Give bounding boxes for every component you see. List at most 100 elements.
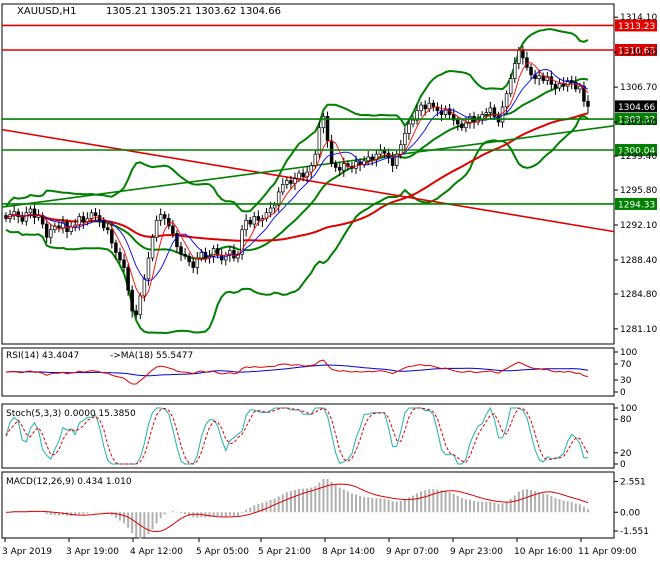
candle-body xyxy=(150,236,155,259)
price-y-tick-label: 1284.80 xyxy=(620,290,657,300)
candle-body xyxy=(28,208,33,214)
candle-body xyxy=(240,229,244,255)
x-tick-label: 9 Apr 07:00 xyxy=(386,547,439,557)
candle-body xyxy=(354,161,358,169)
candle-body xyxy=(342,163,346,171)
candle-body xyxy=(154,219,159,238)
candle-body xyxy=(101,219,106,229)
candle-body xyxy=(215,248,220,256)
candle-body xyxy=(24,212,29,222)
candle-body xyxy=(313,153,318,166)
candle-body xyxy=(325,116,330,142)
candle-body xyxy=(456,119,460,125)
x-tick-label: 9 Apr 23:00 xyxy=(450,547,503,557)
rsi-y-tick-label: 100 xyxy=(620,348,637,358)
price-y-tick-label: 1310.40 xyxy=(620,48,657,58)
macd-y-tick-label: 0.00 xyxy=(620,508,640,518)
rsi-signal-label: ->MA(18) 55.5477 xyxy=(110,351,193,361)
stoch-y-tick-label: 0 xyxy=(620,460,626,470)
candle-body xyxy=(61,221,65,229)
candle-body xyxy=(451,114,456,121)
candle-body xyxy=(32,208,37,218)
candle-body xyxy=(244,219,248,231)
candle-body xyxy=(167,218,171,227)
level-label: 1304.66 xyxy=(618,103,655,113)
candle-body xyxy=(419,104,423,112)
stoch-label: Stoch(5,3,3) 0.0000 15.3850 xyxy=(6,409,136,419)
candle-body xyxy=(504,93,509,108)
candle-body xyxy=(146,257,151,280)
candle-body xyxy=(44,223,49,238)
level-label-box xyxy=(615,113,657,126)
candle-body xyxy=(138,295,143,316)
candle-body xyxy=(16,211,20,217)
candle-body xyxy=(553,83,558,89)
candle-body xyxy=(390,157,395,166)
candle-body xyxy=(374,153,379,161)
stoch-y-tick-label: 20 xyxy=(620,449,632,459)
candle-body xyxy=(272,204,277,209)
level-label-box xyxy=(615,43,657,56)
candle-body xyxy=(403,133,407,146)
candle-body xyxy=(110,229,114,244)
candle-body xyxy=(281,184,285,193)
candle-body xyxy=(578,85,582,90)
candle-body xyxy=(183,253,187,257)
candle-body xyxy=(236,253,240,259)
panel-frame-rsi xyxy=(1,347,615,397)
panel-frame-price xyxy=(1,3,615,345)
candle-body xyxy=(582,85,586,102)
candle-body xyxy=(464,122,468,129)
candle-body xyxy=(289,180,293,184)
candle-body xyxy=(171,225,175,234)
candle-body xyxy=(529,66,533,76)
trendline-green xyxy=(1,125,615,208)
candle-body xyxy=(268,207,273,214)
candle-body xyxy=(488,107,493,113)
price-y-tick-label: 1303.00 xyxy=(620,118,657,128)
candle-body xyxy=(309,165,313,173)
candle-body xyxy=(321,116,326,129)
candle-body xyxy=(118,252,122,261)
price-y-tick-label: 1314.10 xyxy=(620,13,657,23)
candle-body xyxy=(297,172,301,180)
candle-body xyxy=(541,75,545,81)
x-tick-label: 3 Apr 2019 xyxy=(2,547,52,557)
candle-body xyxy=(69,226,73,232)
candle-body xyxy=(276,191,281,206)
rsi-label: RSI(14) 43.4047 xyxy=(6,351,79,361)
candle-body xyxy=(36,215,41,218)
candle-body xyxy=(134,310,138,316)
price-y-tick-label: 1295.80 xyxy=(620,186,657,196)
macd-y-tick-label: 2.551 xyxy=(620,477,646,487)
stoch-signal-line xyxy=(5,407,589,465)
x-tick-label: 5 Apr 21:00 xyxy=(258,547,311,557)
price-y-tick-label: 1292.10 xyxy=(620,221,657,231)
candle-body xyxy=(549,76,554,85)
candle-body xyxy=(525,57,529,68)
candle-body xyxy=(517,49,521,64)
candle-body xyxy=(20,216,25,222)
candle-body xyxy=(232,250,236,259)
candle-body xyxy=(317,127,322,155)
panel-frame-macd xyxy=(1,471,615,539)
candle-body xyxy=(65,221,69,232)
header-symbol: XAUUSD,H1 xyxy=(17,6,76,17)
candle-body xyxy=(187,255,191,263)
level-label: 1300.04 xyxy=(618,147,655,157)
candle-body xyxy=(586,100,590,107)
candle-body xyxy=(81,216,86,223)
candle-body xyxy=(114,242,118,253)
rsi-line xyxy=(5,359,589,385)
candle-body xyxy=(382,150,387,154)
x-tick-label: 3 Apr 19:00 xyxy=(66,547,119,557)
x-tick-label: 8 Apr 14:00 xyxy=(322,547,375,557)
candle-body xyxy=(93,212,98,216)
candle-body xyxy=(565,80,570,87)
x-tick-label: 10 Apr 16:00 xyxy=(514,547,573,557)
candle-body xyxy=(411,119,415,125)
x-tick-label: 11 Apr 09:00 xyxy=(578,547,637,557)
level-label: 1303.32 xyxy=(618,116,655,126)
